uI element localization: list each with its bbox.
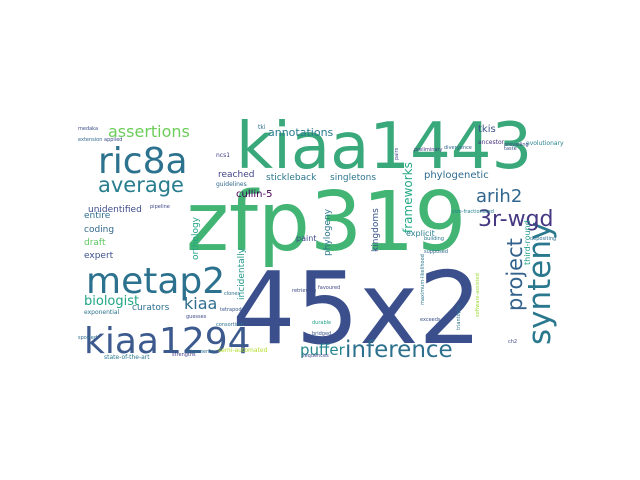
cloud-word: entire <box>84 211 111 221</box>
cloud-word: evolutionary <box>526 140 564 147</box>
cloud-word: zfp319 <box>186 175 466 270</box>
cloud-word: software-assisted <box>475 273 481 317</box>
cloud-word: kiaa <box>184 294 217 313</box>
cloud-word: reached <box>218 170 254 180</box>
cloud-word: guidelines <box>216 181 247 188</box>
cloud-word: kiaa1294 <box>84 321 251 362</box>
cloud-word: guesses <box>186 314 207 320</box>
cloud-word: inference <box>345 337 453 363</box>
cloud-word: coding <box>84 225 114 235</box>
cloud-word: medaka <box>78 126 98 132</box>
cloud-word: kiaa1443 <box>236 110 532 184</box>
cloud-word: retrieving <box>292 288 316 294</box>
cloud-word: consortium <box>216 322 244 328</box>
cloud-word: favoured <box>318 285 340 291</box>
cloud-word: project <box>503 238 527 311</box>
cloud-word: expert <box>84 251 114 261</box>
cloud-word: extension <box>78 137 102 143</box>
cloud-word: pipeline <box>150 204 170 210</box>
cloud-word: phylogenetic <box>424 170 489 181</box>
cloud-word: spotted <box>78 335 97 341</box>
cloud-word: exceeds <box>420 317 441 323</box>
cloud-word: durable <box>312 320 331 326</box>
cloud-word: third-round <box>523 220 532 265</box>
cloud-word: curators <box>132 303 170 313</box>
cloud-word: singletons <box>330 173 376 183</box>
cloud-word: sequences <box>302 353 329 359</box>
cloud-word: size-fractionated <box>452 209 494 215</box>
cloud-word: cullin-5 <box>236 189 272 200</box>
cloud-word: pairs <box>394 147 400 160</box>
cloud-word: biologist <box>84 294 139 309</box>
cloud-word: ncs1 <box>216 152 230 159</box>
cloud-word: preliminary <box>414 147 443 153</box>
cloud-word: semi-automated <box>218 347 268 354</box>
cloud-word: maximum-likelihood <box>420 254 426 305</box>
cloud-word: stickleback <box>266 173 317 183</box>
cloud-word: kingdoms <box>371 208 381 252</box>
cloud-word: triantoptic <box>456 304 462 330</box>
cloud-word: puffer <box>300 341 346 359</box>
cloud-word: applied <box>104 137 122 143</box>
cloud-word: unidentified <box>88 205 142 215</box>
cloud-word: tkis <box>478 124 496 135</box>
cloud-word: clones <box>224 291 240 297</box>
cloud-word: bridged <box>312 331 331 337</box>
cloud-word: frameworks <box>401 162 415 233</box>
cloud-word: supposed <box>424 249 448 255</box>
cloud-word: orthology <box>191 216 201 260</box>
cloud-word: assertions <box>108 122 190 141</box>
cloud-word: divergence <box>444 145 472 151</box>
cloud-word: 3r-wgd <box>478 207 554 232</box>
cloud-word: phylogeny <box>323 208 333 256</box>
cloud-word: ancestor <box>478 139 505 146</box>
cloud-word: building <box>424 236 444 242</box>
cloud-word: taste <box>504 146 517 152</box>
cloud-word: prevailing <box>504 142 529 148</box>
cloud-word: alignments <box>186 349 214 355</box>
cloud-word: ric8a <box>98 141 188 182</box>
cloud-word: incidentally <box>237 247 247 300</box>
cloud-word: synteny <box>522 222 558 345</box>
cloud-word: ch2 <box>508 339 517 345</box>
cloud-word: tki <box>258 124 266 131</box>
cloud-word: paint <box>296 234 316 243</box>
cloud-word: tetrapods <box>220 307 245 313</box>
cloud-word: metap2 <box>86 261 225 302</box>
cloud-word: draft <box>84 238 106 248</box>
cloud-word: strengths <box>172 352 196 358</box>
cloud-word: annotations <box>268 126 334 139</box>
cloud-word: explicit <box>406 229 435 238</box>
cloud-word: state-of-the-art <box>104 354 150 361</box>
cloud-word: average <box>98 173 184 197</box>
cloud-word: 45x2 <box>232 250 482 367</box>
cloud-word: exponential <box>84 309 120 316</box>
cloud-word: depositing <box>530 236 556 242</box>
cloud-word: arih2 <box>476 186 522 207</box>
